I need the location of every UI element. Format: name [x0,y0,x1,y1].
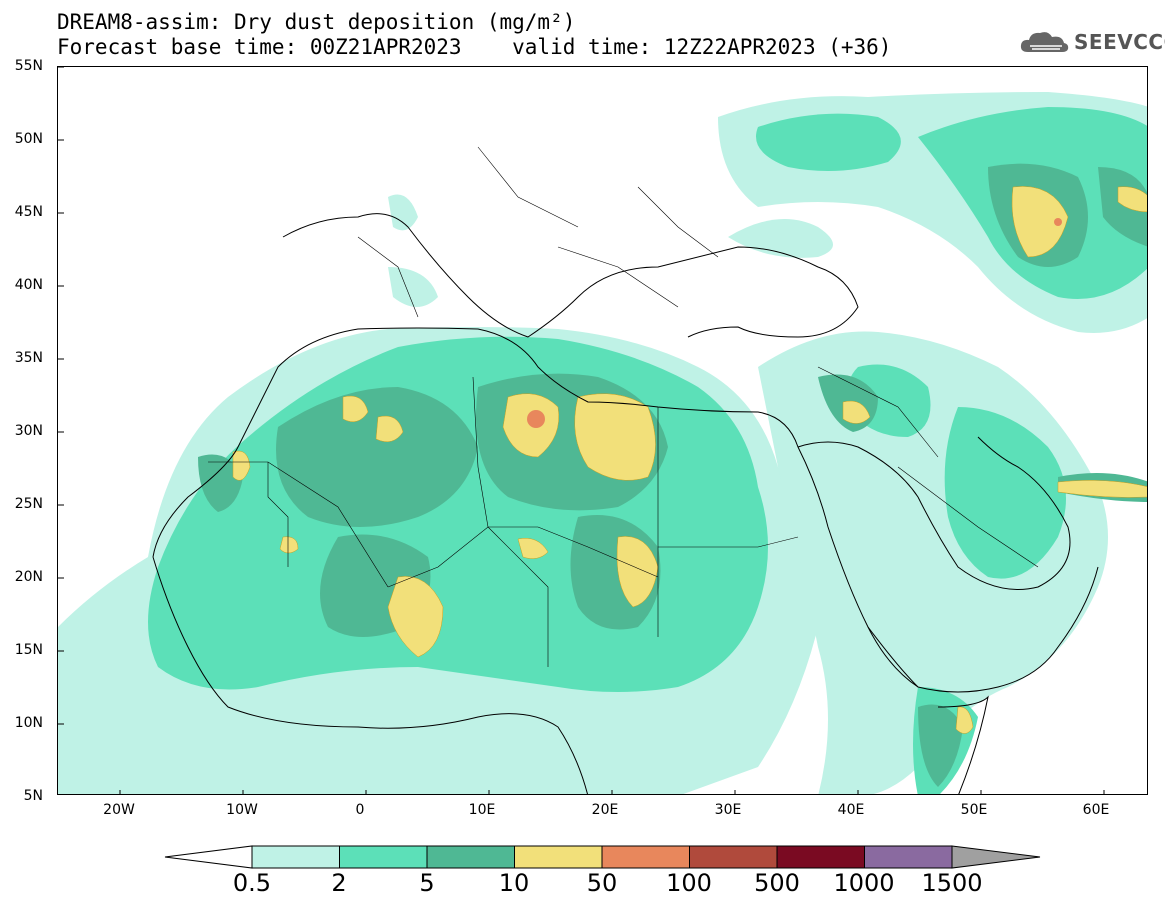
lat-tick-label: 15N [14,642,43,658]
legend-level-label: 1000 [833,869,895,897]
legend-swatch [601,845,690,869]
lon-tick-label: 60E [1082,802,1110,818]
frame-ticks [58,67,1105,794]
brand-name: SEEVCCC [1074,30,1165,54]
forecast-times: Forecast base time: 00Z21APR2023 valid t… [57,35,892,59]
lon-tick-label: 10E [468,802,496,818]
coastlines [152,213,1099,794]
lon-tick-label: 0 [355,802,365,818]
lat-tick-label: 40N [14,277,43,293]
lat-tick-label: 25N [14,496,43,512]
lat-tick-label: 10N [14,715,43,731]
legend-swatch [689,845,778,869]
brand-logo: SEEVCCC [1018,28,1165,56]
legend-swatch [251,845,340,869]
legend-under-arrow [164,845,253,869]
contour-level-50 [527,218,1062,428]
legend-level-label: 5 [419,869,435,897]
lon-tick-label: 10W [226,802,258,818]
map-area [57,66,1148,795]
legend-level-label: 100 [666,869,712,897]
lat-tick-label: 50N [14,131,43,147]
lon-tick-label: 20E [591,802,619,818]
legend-swatch [426,845,515,869]
lat-tick-label: 20N [14,569,43,585]
map-title: DREAM8-assim: Dry dust deposition (mg/m²… [57,10,576,34]
lat-tick-label: 55N [14,58,43,74]
legend-level-label: 10 [498,869,530,897]
legend-over-arrow [951,845,1041,869]
lat-tick-label: 45N [14,204,43,220]
cloud-logo-icon [1020,32,1069,52]
legend-swatch [864,845,953,869]
legend-level-label: 1500 [921,869,983,897]
legend-level-label: 2 [331,869,347,897]
legend-swatch [776,845,865,869]
legend-level-label: 500 [754,869,800,897]
lat-tick-label: 35N [14,350,43,366]
lon-tick-label: 50E [960,802,988,818]
country-borders [208,146,1039,667]
legend-swatch [514,845,603,869]
contour-level-10 [232,186,1147,734]
lon-tick-label: 20W [103,802,135,818]
lat-tick-label: 5N [23,788,43,804]
legend-level-label: 0.5 [232,869,272,897]
legend-level-label: 50 [586,869,618,897]
dust-deposition-map [58,67,1147,794]
lon-tick-label: 40E [837,802,865,818]
lon-tick-label: 30E [714,802,742,818]
legend-swatch [339,845,428,869]
lat-tick-label: 30N [14,423,43,439]
